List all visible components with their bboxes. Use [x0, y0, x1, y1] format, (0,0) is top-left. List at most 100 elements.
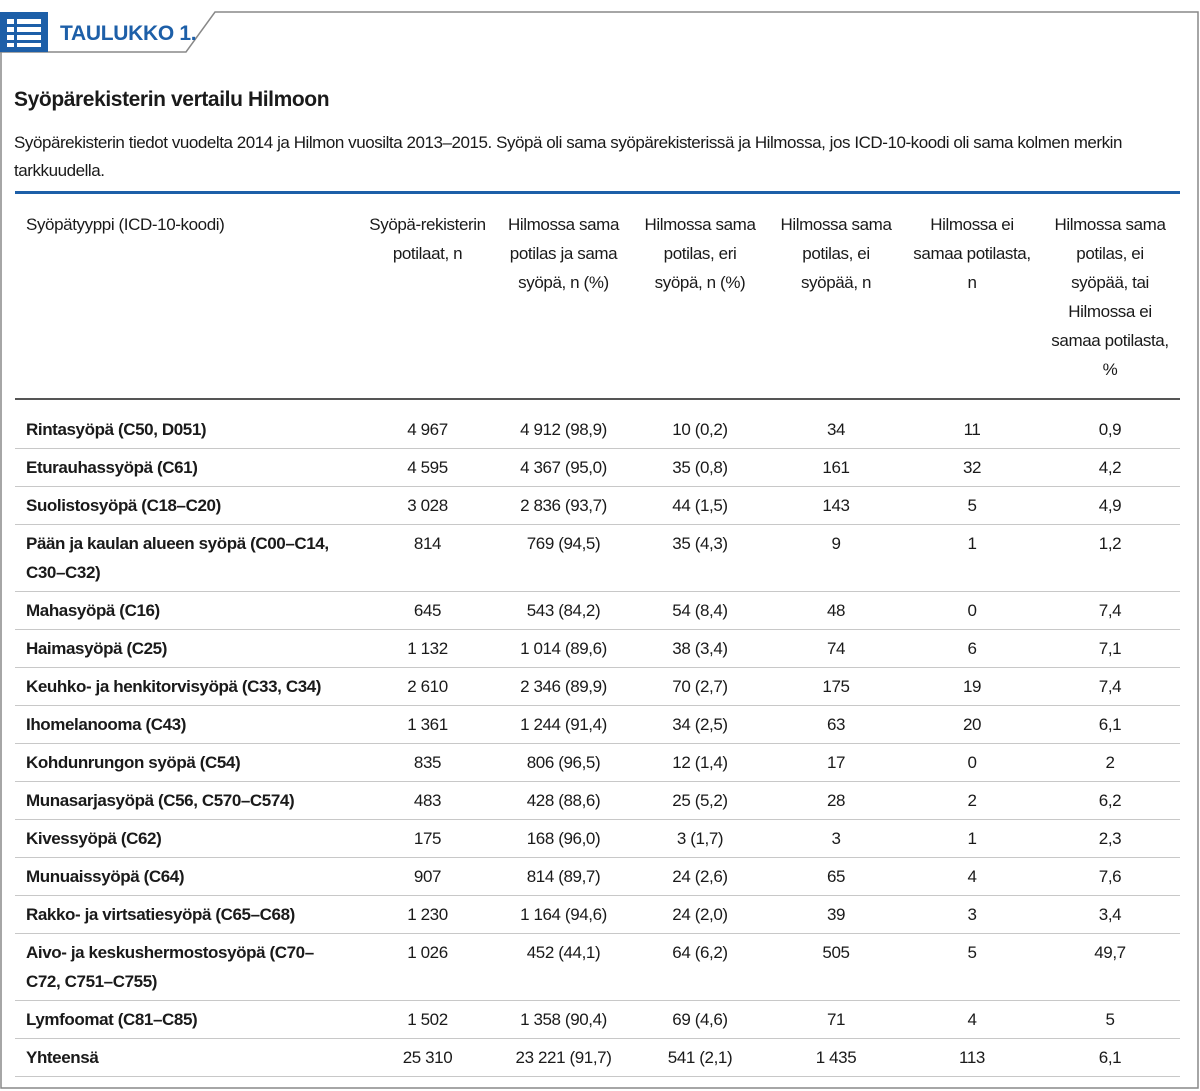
row-label: Ihomelanooma (C43) — [26, 715, 186, 734]
row-label: Mahasyöpä (C16) — [26, 601, 160, 620]
table-cell: 1,2 — [1098, 534, 1122, 553]
table-cell: 39 — [826, 905, 846, 924]
table-cell: 806 (96,5) — [526, 753, 601, 772]
table-cell: 0 — [967, 601, 977, 620]
table-cell: 1 026 — [407, 943, 448, 962]
row-label: Rakko- ja virtsatiesyöpä (C65–C68) — [26, 905, 295, 924]
table-cell: 4 967 — [407, 420, 448, 439]
row-label: Munuaissyöpä (C64) — [26, 867, 185, 886]
table-cell: 2 — [1105, 753, 1115, 772]
table-cell: 1 435 — [815, 1048, 857, 1067]
table-row: Yhteensä 25 310 23 221 (91,7) 541 (2,1) 1 43… — [15, 1039, 1180, 1077]
table-cell: 1 132 — [407, 639, 448, 658]
row-label: Rintasyöpä (C50, D051) — [26, 420, 207, 439]
table-cell: 7,4 — [1098, 601, 1122, 620]
table-cell: 0 — [967, 753, 977, 772]
table-cell: 25 (5,2) — [672, 791, 728, 810]
table-cell: 49,7 — [1094, 943, 1126, 962]
table-cell: 3,4 — [1098, 905, 1122, 924]
table-cell: 44 (1,5) — [672, 496, 728, 515]
table-cell: 6,2 — [1098, 791, 1122, 810]
table-cell: 17 — [826, 753, 846, 772]
table-cell: 5 — [1105, 1010, 1115, 1029]
table-cell: 5 — [967, 496, 977, 515]
column-header: Hilmossa sama potilas ja sama syöpä, n (… — [508, 215, 619, 292]
table-row: Eturauhassyöpä (C61) 4 595 4 367 (95,0) 35 … — [15, 449, 1180, 487]
table-cell: 34 (2,5) — [672, 715, 728, 734]
table-cell: 4 — [967, 867, 977, 886]
table-cell: 48 — [826, 601, 846, 620]
table-cell: 1 502 — [407, 1010, 448, 1029]
column-header: Hilmossa sama potilas, eri syöpä, n (%) — [644, 215, 756, 292]
table-cell: 38 (3,4) — [672, 639, 728, 658]
table-cell: 645 — [413, 601, 442, 620]
table-cell: 74 — [826, 639, 846, 658]
table-cell: 5 — [967, 943, 977, 962]
table-cell: 64 (6,2) — [672, 943, 728, 962]
table-cell: 2 836 (93,7) — [520, 496, 607, 515]
table-cell: 11 — [963, 420, 981, 439]
column-header: Hilmossa ei samaa potilasta, n — [913, 215, 1031, 292]
row-label: Keuhko- ja henkitorvisyöpä (C33, C34) — [26, 677, 322, 696]
row-label: Kivessyöpä (C62) — [26, 829, 162, 848]
table-cell: 4 367 (95,0) — [520, 458, 607, 477]
table-cell: 7,4 — [1098, 677, 1122, 696]
row-label: Pään ja kaulan alueen syöpä (C00–C14, C3… — [26, 534, 329, 582]
table-cell: 6,1 — [1098, 1048, 1122, 1067]
table-cell: 3 — [831, 829, 841, 848]
table-cell: 1 164 (94,6) — [520, 905, 607, 924]
table-cell: 2,3 — [1098, 829, 1122, 848]
icon-lines — [7, 19, 41, 47]
table-cell: 835 — [413, 753, 442, 772]
table-cell: 4 595 — [407, 458, 448, 477]
table-cell: 175 — [413, 829, 442, 848]
table-cell: 1 230 — [407, 905, 448, 924]
table-cell: 1 244 (91,4) — [520, 715, 607, 734]
table-body: Rintasyöpä (C50, D051) 4 967 4 912 (98,9) 1… — [15, 399, 1180, 1077]
table-cell: 1 — [967, 829, 977, 848]
table-cell: 483 — [413, 791, 442, 810]
table-cell: 814 — [413, 534, 442, 553]
header-row: Syöpätyyppi (ICD-10-koodi) Syöpä-rekister… — [15, 193, 1180, 399]
table-cell: 25 310 — [402, 1048, 453, 1067]
table-cell: 161 — [822, 458, 850, 477]
table-row: Kivessyöpä (C62) 175 168 (96,0) 3 (1,7) 3 1 2,… — [15, 820, 1180, 858]
column-header: Syöpä-rekisterin potilaat, n — [369, 215, 486, 263]
table-cell: 4 912 (98,9) — [520, 420, 607, 439]
table-cell: 7,6 — [1098, 867, 1122, 886]
table-cell: 2 346 (89,9) — [520, 677, 607, 696]
table-cell: 505 — [822, 943, 850, 962]
frame-border — [0, 11, 1199, 1089]
table-cell: 12 (1,4) — [672, 753, 728, 772]
table-row: Munuaissyöpä (C64) 907 814 (89,7) 24 (2,6) 6… — [15, 858, 1180, 896]
table-cell: 19 — [962, 677, 982, 696]
table-cell: 3 (1,7) — [676, 829, 724, 848]
table-cell: 143 — [822, 496, 850, 515]
table-cell: 1 358 (90,4) — [520, 1010, 607, 1029]
table-row: Pään ja kaulan alueen syöpä (C00–C14, C3… — [15, 525, 1180, 592]
table-cell: 7,1 — [1098, 639, 1122, 658]
table-cell: 4 — [967, 1010, 977, 1029]
description: Syöpärekisterin tiedot vuodelta 2014 ja … — [14, 133, 1123, 180]
table-cell: 907 — [413, 867, 442, 886]
table-cell: 35 (0,8) — [672, 458, 728, 477]
table-cell: 3 — [967, 905, 977, 924]
column-header: Syöpätyyppi (ICD-10-koodi) — [26, 215, 225, 234]
data-table: Syöpätyyppi (ICD-10-koodi) Syöpä-rekister… — [15, 191, 1180, 1077]
table-cell: 9 — [831, 534, 841, 553]
table-row: Haimasyöpä (C25) 1 132 1 014 (89,6) 38 (3,4… — [15, 630, 1180, 668]
table-cell: 6 — [967, 639, 977, 658]
table-cell: 2 610 — [407, 677, 448, 696]
row-label: Eturauhassyöpä (C61) — [26, 458, 198, 477]
table-cell: 34 — [826, 420, 846, 439]
table-cell: 20 — [962, 715, 982, 734]
column-header: Hilmossa sama potilas, ei syöpää, n — [780, 215, 892, 292]
table-row: Rakko- ja virtsatiesyöpä (C65–C68) 1 230 1… — [15, 896, 1180, 934]
table-cell: 814 (89,7) — [526, 867, 601, 886]
table-cell: 28 — [826, 791, 846, 810]
table-row: Mahasyöpä (C16) 645 543 (84,2) 54 (8,4) 48 0 7… — [15, 592, 1180, 630]
row-label: Suolistosyöpä (C18–C20) — [26, 496, 221, 515]
table-cell: 541 (2,1) — [667, 1048, 733, 1067]
table-cell: 24 (2,0) — [672, 905, 728, 924]
